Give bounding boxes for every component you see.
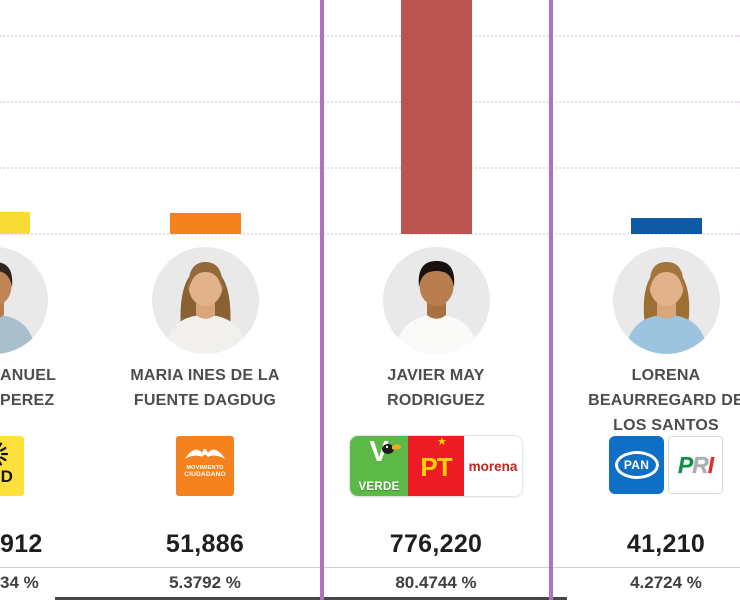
gridline	[0, 35, 740, 37]
party-logos: PRD	[0, 436, 120, 496]
candidate-name-line: LORENA	[631, 367, 701, 384]
candidate-column: LORENA BEAURREGARD DE LOS SANTOS PAN P R…	[551, 0, 740, 600]
avatar-woman	[151, 247, 259, 354]
candidate-name-line: JAVIER MAY	[387, 367, 485, 384]
party-logos: PAN P R I	[551, 436, 740, 494]
vote-percentage: 34 %	[0, 573, 39, 592]
pri-letter-p: P	[677, 451, 693, 478]
vote-count: 912	[0, 530, 43, 558]
pri-letter-r: R	[692, 451, 709, 478]
party-logos: V VERDE ★ PT morena	[321, 436, 551, 496]
pri-letter-i: I	[707, 451, 714, 478]
star-icon: ★	[437, 436, 447, 448]
vote-bar	[0, 212, 30, 234]
party-logo-pri: P R I	[668, 436, 723, 494]
avatar-man	[382, 247, 490, 354]
candidate-name: MARIA INES DE LA FUENTE DAGDUG	[90, 363, 320, 413]
party-logo-morena: morena	[464, 436, 522, 496]
candidate-photo	[151, 247, 259, 354]
candidate-name-line: PEREZ	[0, 392, 55, 409]
verde-label: VERDE	[358, 481, 400, 493]
gridline	[0, 101, 740, 103]
mc-label-line2: CIUDADANO	[184, 471, 226, 478]
avatar-woman	[612, 247, 720, 354]
gridline	[0, 167, 740, 169]
winner-highlight-line	[549, 0, 553, 600]
candidate-photo	[0, 247, 48, 354]
party-logo-prd: PRD	[0, 436, 24, 496]
divider-line	[0, 567, 740, 568]
toucan-icon	[382, 444, 401, 454]
vote-bar	[169, 213, 241, 234]
vote-bar	[630, 218, 702, 234]
morena-label: morena	[468, 458, 518, 474]
party-logo-pt: ★ PT	[408, 436, 464, 496]
vote-count: 51,886	[165, 530, 245, 558]
vote-count: 41,210	[626, 530, 706, 558]
bottom-dark-line	[55, 597, 567, 600]
candidate-name-line: RODRIGUEZ	[387, 392, 485, 409]
candidate-name: ANUEL PEREZ	[0, 363, 120, 413]
candidate-photo	[382, 247, 490, 354]
pt-label: PT	[420, 452, 452, 482]
party-logo-pan: PAN	[609, 436, 664, 494]
party-logo-verde: V VERDE	[350, 436, 408, 496]
party-logos: MOVIMIENTO CIUDADANO	[90, 436, 320, 496]
candidate-name-line: BEAURREGARD DE	[588, 392, 740, 409]
eagle-icon	[185, 448, 225, 459]
vote-count: 776,220	[389, 530, 483, 558]
party-logo-movimiento-ciudadano: MOVIMIENTO CIUDADANO	[176, 436, 234, 496]
candidate-name-line: LOS SANTOS	[613, 417, 719, 434]
pan-label: PAN	[623, 458, 650, 472]
verde-v-glyph: V	[369, 436, 389, 468]
prd-label: PRD	[0, 467, 13, 486]
avatar-man	[0, 247, 48, 354]
candidate-name: JAVIER MAY RODRIGUEZ	[321, 363, 551, 413]
candidate-name-line: MARIA INES DE LA	[130, 367, 280, 384]
vote-percentage: 5.3792 %	[169, 573, 241, 592]
vote-percentage: 4.2724 %	[630, 573, 702, 592]
candidate-name-line: ANUEL	[0, 367, 57, 384]
candidate-name-line: FUENTE DAGDUG	[133, 392, 277, 409]
mc-label-line1: MOVIMIENTO	[186, 465, 224, 471]
coalition-logo-card: V VERDE ★ PT morena	[350, 436, 522, 496]
candidate-column: MARIA INES DE LA FUENTE DAGDUG MOVIMIENT…	[90, 0, 320, 600]
candidate-column: ANUEL PEREZ PRD 912	[0, 0, 120, 600]
pan-oval: PAN	[614, 451, 659, 479]
gridline	[0, 233, 740, 235]
candidate-name: LORENA BEAURREGARD DE LOS SANTOS	[551, 363, 740, 438]
vote-bar	[400, 0, 472, 234]
sun-icon	[0, 442, 8, 466]
candidate-photo	[612, 247, 720, 354]
candidate-column-winner: JAVIER MAY RODRIGUEZ V VERDE ★ PT	[321, 0, 551, 600]
vote-percentage: 80.4744 %	[395, 573, 477, 592]
winner-highlight-line	[320, 0, 324, 600]
